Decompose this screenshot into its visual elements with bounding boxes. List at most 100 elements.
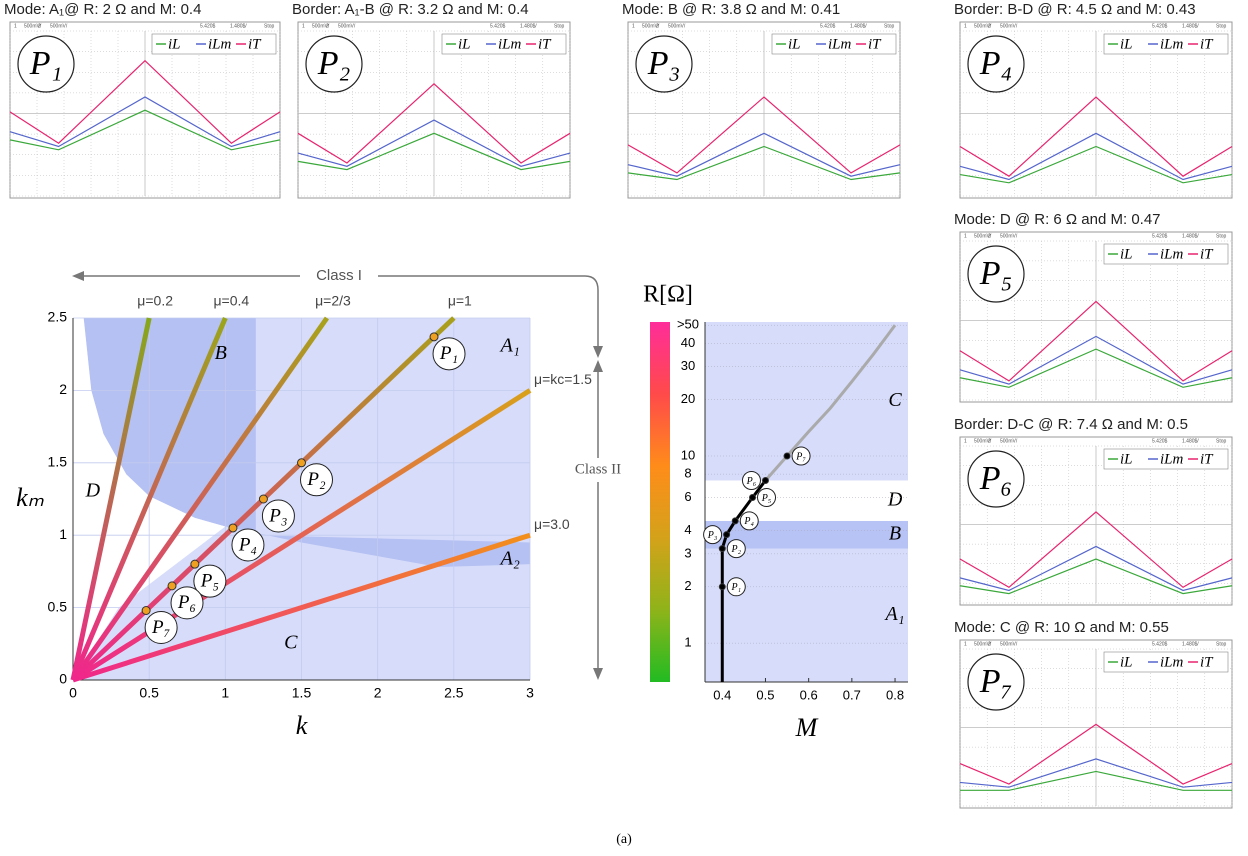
panel-title: Border: B-D @ R: 4.5 Ω and M: 0.43 <box>954 1 1196 18</box>
y-tick-label: 10 <box>681 447 695 462</box>
x-tick-label: 3 <box>526 685 534 701</box>
scope-header: Stop <box>264 23 275 29</box>
scope-header: 1 <box>964 233 967 239</box>
point-label: P₅ <box>200 571 219 592</box>
y-tick-label: 0 <box>59 671 67 687</box>
legend-label: iT <box>1200 451 1214 467</box>
scope-header: 500mV/ <box>1000 641 1018 647</box>
panel-label: P₆ <box>979 460 1013 497</box>
series-label: μ=2/3 <box>315 293 351 309</box>
region-label: A₂ <box>499 547 520 569</box>
scope-header: 1.480$/ <box>1182 438 1199 444</box>
panel-title: Border: A₁-B @ R: 3.2 Ω and M: 0.4 <box>292 1 529 18</box>
legend-label: iT <box>1200 246 1214 262</box>
legend-label: iL <box>1120 451 1133 467</box>
panel-title: Border: D-C @ R: 7.4 Ω and M: 0.5 <box>954 416 1188 433</box>
x-tick-label: 2 <box>374 685 382 701</box>
data-point <box>142 606 150 614</box>
scope-header: Stop <box>554 23 565 29</box>
scope-panel: 1500mV/2500mV/5.420$1.480$/StopP₁iLiLmiT <box>10 22 280 198</box>
scope-header: 1.480$/ <box>230 23 247 29</box>
scope-header: 500mV/ <box>1000 23 1018 29</box>
scope-header: 1 <box>964 23 967 29</box>
legend-label: iL <box>1120 654 1133 670</box>
scope-header: 2 <box>988 438 991 444</box>
panel-title: Mode: D @ R: 6 Ω and M: 0.47 <box>954 211 1161 228</box>
panel-title: Mode: A₁@ R: 2 Ω and M: 0.4 <box>4 1 201 18</box>
y-tick-label: 2 <box>59 381 67 397</box>
arrow-head <box>593 346 603 358</box>
scope-header: Stop <box>1216 438 1227 444</box>
panel-label: P₇ <box>979 663 1013 700</box>
scope-header: 1 <box>302 23 305 29</box>
panel-label: P₁ <box>29 45 63 82</box>
figure: (a) Mode: A₁@ R: 2 Ω and M: 0.41500mV/25… <box>0 0 1248 856</box>
data-point <box>168 582 176 590</box>
point-label: P₁ <box>439 343 458 364</box>
x-tick-label: 0.6 <box>800 687 818 702</box>
region-label: C <box>284 631 298 653</box>
series-label: μ=kc=1.5 <box>534 371 592 387</box>
scope-panel: 1500mV/2500mV/5.420$1.480$/StopP₃iLiLmiT <box>628 22 900 198</box>
y-tick-label: 2.5 <box>48 309 68 325</box>
scope-header: 1.480$/ <box>520 23 537 29</box>
scope-panel: 1500mV/2500mV/5.420$1.480$/StopP₅iLiLmiT <box>960 232 1232 402</box>
region-band <box>705 480 908 520</box>
y-tick-label: 6 <box>684 489 691 504</box>
scope-header: 2 <box>326 23 329 29</box>
y-axis-label: kₘ <box>16 483 45 512</box>
y-tick-label: 1 <box>59 526 67 542</box>
data-point <box>719 584 725 590</box>
data-point <box>732 518 738 524</box>
panel-title: Mode: C @ R: 10 Ω and M: 0.55 <box>954 619 1169 636</box>
panel-label: P₅ <box>979 255 1013 292</box>
scope-header: 1 <box>964 438 967 444</box>
x-tick-label: 0.4 <box>713 687 731 702</box>
data-point <box>259 495 267 503</box>
legend-label: iLm <box>1160 654 1184 670</box>
scope-header: 500mV/ <box>1000 233 1018 239</box>
scope-header: 2 <box>38 23 41 29</box>
scope-header: 2 <box>988 641 991 647</box>
region-label: D <box>85 479 101 501</box>
legend-label: iLm <box>498 36 522 52</box>
scope-panel: 1500mV/2500mV/5.420$1.480$/StopP₆iLiLmiT <box>960 437 1232 605</box>
scope-header: 5.420$ <box>1152 233 1168 239</box>
data-point <box>191 560 199 568</box>
arrow-head <box>593 668 603 680</box>
y-tick-label: 4 <box>684 522 691 537</box>
x-tick-label: 0 <box>69 685 77 701</box>
scope-header: 500mV/ <box>1000 438 1018 444</box>
x-axis-label: M <box>795 713 819 742</box>
scope-header: Stop <box>1216 641 1227 647</box>
x-tick-label: 1.5 <box>292 685 312 701</box>
colorbar <box>650 322 670 682</box>
scope-header: 1.480$/ <box>850 23 867 29</box>
point-label: P₃ <box>268 505 287 526</box>
legend-label: iT <box>868 36 882 52</box>
region-label: B <box>215 342 227 364</box>
scope-header: 1 <box>964 641 967 647</box>
legend-label: iLm <box>1160 246 1184 262</box>
annotation: Class I <box>316 267 362 284</box>
data-point <box>724 532 730 538</box>
scope-header: 5.420$ <box>820 23 836 29</box>
scope-panel: 1500mV/2500mV/5.420$1.480$/StopP₂iLiLmiT <box>298 22 570 198</box>
data-point <box>750 495 756 501</box>
legend-label: iT <box>1200 654 1214 670</box>
scope-header: Stop <box>1216 233 1227 239</box>
x-tick-label: 0.8 <box>886 687 904 702</box>
legend-label: iL <box>168 36 181 52</box>
legend-label: iLm <box>1160 451 1184 467</box>
scope-header: Stop <box>884 23 895 29</box>
panel-label: P₄ <box>979 45 1013 82</box>
legend-label: iL <box>788 36 801 52</box>
y-tick-label: 8 <box>684 466 691 481</box>
point-label: P₄ <box>743 516 754 527</box>
x-tick-label: 0.5 <box>139 685 159 701</box>
point-label: P₅ <box>761 493 772 504</box>
y-tick-label: 40 <box>681 335 695 350</box>
y-tick-label: >50 <box>677 317 699 332</box>
scope-header: 1 <box>14 23 17 29</box>
panel-label: P₂ <box>317 45 351 82</box>
